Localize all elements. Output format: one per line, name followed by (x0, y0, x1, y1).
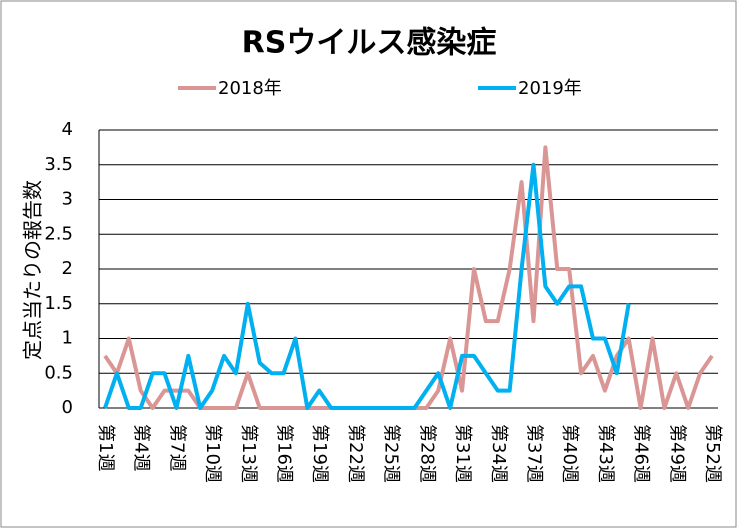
x-tick-label: 第13週 (238, 424, 259, 483)
legend-label: 2018年 (218, 78, 282, 99)
x-tick-label: 第1週 (95, 424, 116, 471)
y-tick-label: 1 (62, 328, 73, 349)
y-tick-label: 1.5 (44, 293, 73, 314)
y-tick-label: 3 (62, 189, 73, 210)
y-tick-label: 2.5 (44, 223, 73, 244)
x-tick-label: 第37週 (523, 424, 544, 483)
x-tick-label: 第4週 (131, 424, 152, 471)
y-axis-label: 定点当たりの報告数 (21, 180, 45, 360)
x-tick-label: 第19週 (309, 424, 330, 483)
x-tick-label: 第25週 (381, 424, 402, 483)
chart-title: RSウイルス感染症 (242, 26, 497, 61)
x-tick-label: 第52週 (702, 424, 723, 483)
x-tick-label: 第49週 (666, 424, 687, 483)
y-tick-label: 0 (62, 397, 73, 418)
x-tick-label: 第28週 (416, 424, 437, 483)
y-tick-label: 2 (62, 258, 73, 279)
x-tick-label: 第7週 (166, 424, 187, 471)
x-tick-label: 第34週 (488, 424, 509, 483)
x-tick-label: 第10週 (202, 424, 223, 483)
x-tick-label: 第46週 (631, 424, 652, 483)
y-tick-label: 4 (62, 119, 73, 140)
x-tick-label: 第40週 (559, 424, 580, 483)
x-tick-label: 第43週 (595, 424, 616, 483)
legend-label: 2019年 (518, 78, 582, 99)
x-tick-label: 第31週 (452, 424, 473, 483)
series-line (103, 162, 631, 410)
x-tick-label: 第22週 (345, 424, 366, 483)
y-tick-label: 0.5 (44, 362, 73, 383)
y-tick-label: 3.5 (44, 154, 73, 175)
x-tick-label: 第16週 (274, 424, 295, 483)
